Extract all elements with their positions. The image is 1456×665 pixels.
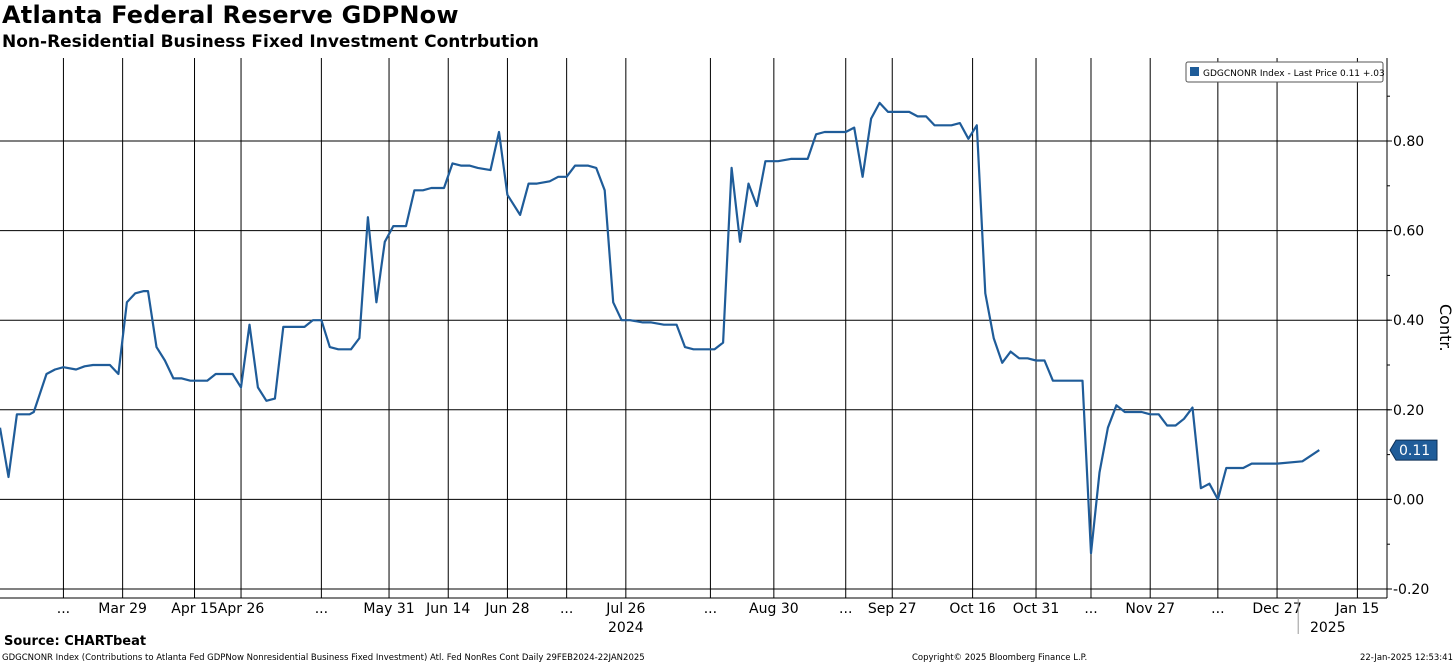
y-axis-label: Contr. [1436,304,1455,352]
x-tick-label: Jul 26 [605,601,645,617]
x-year-label: 2024 [608,620,644,636]
x-tick-label: ... [704,601,717,617]
x-tick-label: Aug 30 [749,601,799,617]
x-axis: ... Mar 29 Apr 15 Apr 26... May 31 Jun 14 Jun … [57,598,1379,636]
x-tick-label: ... [315,601,328,617]
x-tick-label: Jun 14 [425,601,470,617]
footer-copyright: Copyright© 2025 Bloomberg Finance L.P. [912,653,1088,663]
x-tick-label: Jan 15 [1334,601,1379,617]
chart-title: Atlanta Federal Reserve GDPNow [2,1,459,29]
x-year-label: 2025 [1310,620,1346,636]
last-value-marker [1389,439,1438,461]
y-tick-label: 0.60 [1393,224,1424,240]
x-tick-label: Dec 27 [1252,601,1301,617]
source-label: Source: CHARTbeat [4,634,147,649]
x-tick-label: Apr 26 [218,601,265,617]
y-tick-label: 0.20 [1393,403,1424,419]
legend: GDGCNONR Index - Last Price 0.11 +.03 [1185,61,1385,83]
x-tick-label: ... [839,601,852,617]
x-tick-label: Oct 31 [1013,601,1059,617]
x-tick-label: Sep 27 [868,601,917,617]
y-tick-label: 0.80 [1393,134,1424,150]
x-tick-label: ... [560,601,573,617]
y-tick-label: 0.00 [1393,492,1424,508]
grid-lines [0,58,1388,599]
y-tick-label: 0.40 [1393,313,1424,329]
x-tick-label: ... [1084,601,1097,617]
x-tick-label: Nov 27 [1125,601,1175,617]
series-line-gdgcnonr [0,101,1320,555]
y-axis: -0.20 0.00 0.20 0.40 0.60 0.80 Contr. [1387,95,1455,598]
legend-box [1185,61,1384,83]
footer-timestamp: 22-Jan-2025 12:53:41 [1359,653,1453,663]
x-tick-label: May 31 [363,601,414,617]
x-tick-label: ... [1211,601,1224,617]
chart-subtitle: Non-Residential Business Fixed Investmen… [2,32,539,52]
y-tick-label: -0.20 [1393,582,1429,598]
x-tick-label: Oct 16 [949,601,996,617]
x-tick-label: ... [57,601,70,617]
legend-entry: GDGCNONR Index - Last Price 0.11 +.03 [1203,69,1385,79]
footer-description: GDGCNONR Index (Contributions to Atlanta… [2,653,645,663]
legend-swatch [1190,67,1199,76]
x-tick-label: Apr 15 [171,601,217,617]
plot-area: 0.11 [0,101,1438,555]
x-tick-label: Mar 29 [98,601,147,617]
x-tick-label: Jun 28 [484,601,529,617]
last-value-label: 0.11 [1399,443,1430,459]
